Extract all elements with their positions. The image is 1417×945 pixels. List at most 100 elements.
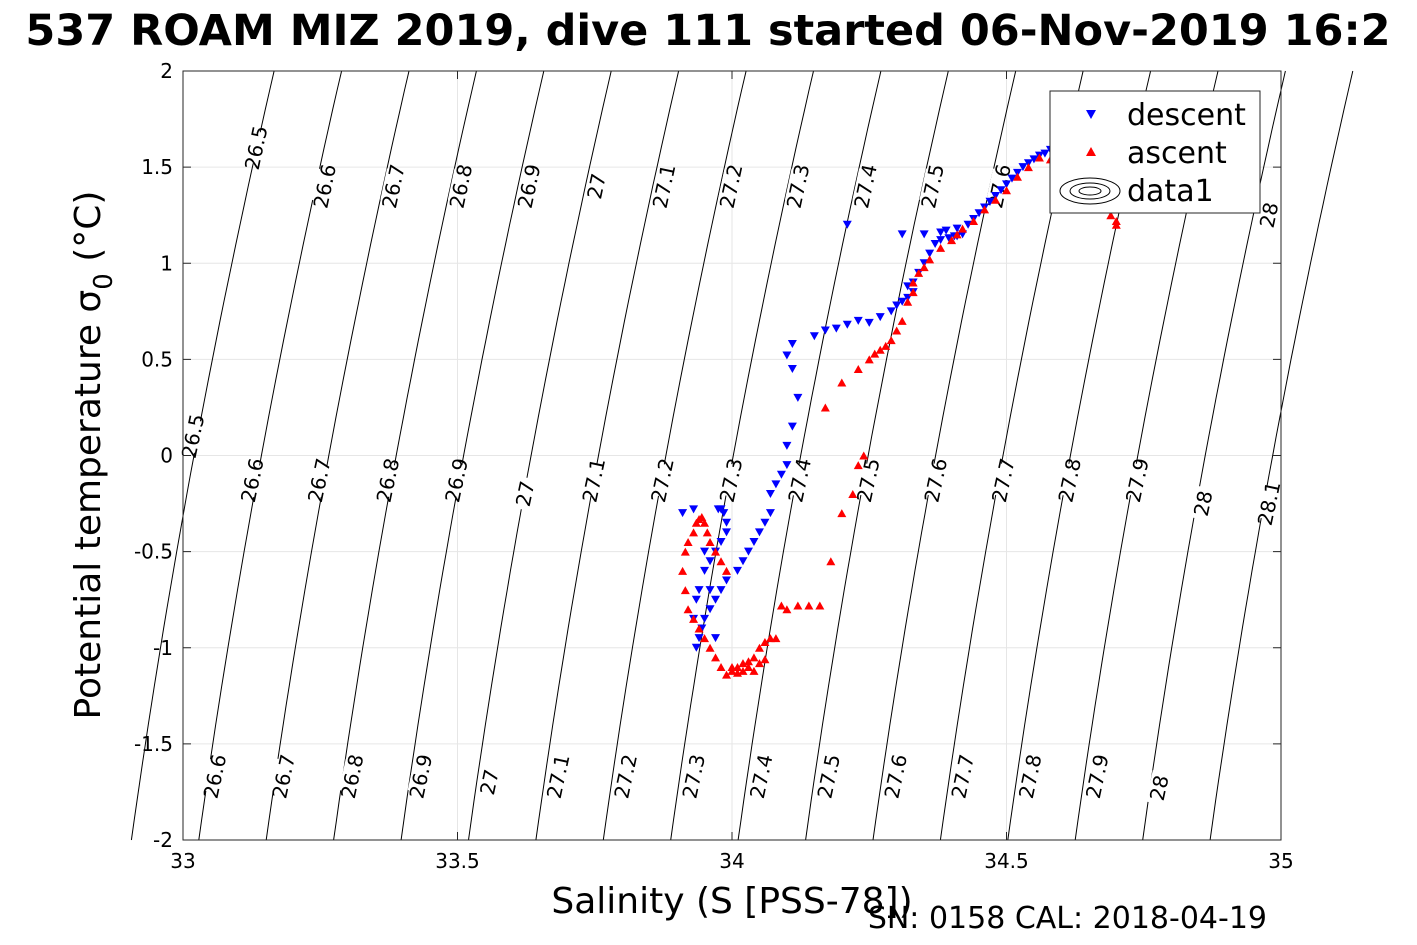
ascent-point (952, 230, 962, 239)
contour-label: 27.1 (577, 456, 610, 505)
contour-label-bg (476, 764, 503, 800)
descent-point (689, 505, 699, 514)
contour-label-bg (1017, 758, 1044, 795)
isopycnal-line (1209, 70, 1354, 841)
contour-label-bg (374, 462, 402, 499)
ascent-point (760, 655, 770, 664)
ascent-point (864, 355, 874, 364)
contour-label-bg (1084, 758, 1111, 795)
ascent-point (743, 657, 753, 666)
legend-box (1049, 90, 1261, 214)
contour-label-bg (649, 462, 676, 499)
contour-label-bg (580, 462, 607, 499)
descent-point (842, 220, 852, 229)
legend-contour-icon (1059, 177, 1121, 205)
ascent-point (936, 243, 946, 252)
ascent-point (1002, 186, 1011, 195)
ascent-point (678, 566, 688, 575)
x-tick-label: 33.5 (435, 849, 480, 873)
descent-point (1018, 163, 1028, 172)
contour-label-bg (919, 168, 946, 204)
descent-point (936, 228, 946, 237)
contour-label-bg (1255, 197, 1283, 233)
contour-label: 28 (1189, 485, 1218, 522)
x-tick-label: 35 (1268, 849, 1293, 873)
descent-point (754, 528, 764, 537)
ascent-point (711, 653, 721, 662)
contour-label: 27 (475, 764, 504, 800)
y-axis-label: Potential temperature σ0 (°C) (68, 191, 119, 720)
ascent-point (853, 364, 863, 373)
descent-point (716, 538, 726, 547)
legend-descent-label: descent (1127, 98, 1246, 133)
contour-label-bg (650, 168, 678, 204)
descent-point (776, 470, 786, 479)
ascent-point (875, 345, 885, 354)
descent-point (743, 547, 753, 556)
isopycnal-line (400, 70, 545, 841)
contour-label-bg (179, 418, 207, 454)
descent-point (694, 634, 704, 643)
contour-label-bg (1124, 462, 1151, 499)
y-axis-label-unit: (°C) (68, 191, 109, 274)
ascent-point (903, 297, 913, 306)
contour-label-bg (990, 462, 1017, 499)
descent-point (853, 316, 863, 325)
contour-label-bg (512, 475, 539, 512)
contour-label-bg (1056, 462, 1083, 499)
ascent-point (1012, 172, 1022, 181)
contour-label-bg (717, 168, 745, 204)
contour-label: 27.2 (609, 752, 642, 801)
descent-point (700, 547, 710, 556)
descent-point (749, 538, 759, 547)
ascent-point (694, 624, 704, 633)
descent-point (925, 249, 935, 258)
descent-point (691, 595, 701, 604)
ascent-point (1106, 211, 1116, 220)
legend-ascent-label: ascent (1127, 136, 1227, 171)
contour-label-bg (306, 462, 333, 499)
ascent-point (683, 605, 693, 614)
descent-point (678, 509, 688, 518)
descent-point (1002, 180, 1011, 189)
contour-label: 26.8 (336, 752, 369, 801)
series-layer (678, 140, 1121, 679)
descent-point (930, 240, 940, 249)
descent-point (782, 351, 792, 360)
descent-point (787, 339, 797, 348)
ascent-point (1111, 216, 1121, 225)
ascent-point (837, 378, 847, 387)
x-axis-label: Salinity (S [PSS-78]) (551, 881, 912, 922)
descent-point (897, 230, 907, 239)
ascent-point (705, 643, 715, 652)
ascent-point (754, 659, 764, 668)
isopycnal-line (333, 70, 477, 841)
descent-point (831, 324, 841, 333)
descent-point (705, 557, 715, 566)
ascent-point (826, 557, 836, 566)
contour-label-bg (717, 462, 745, 499)
contour-label-bg (748, 758, 775, 795)
x-tick-label: 34.5 (984, 849, 1029, 873)
descent-point (713, 505, 723, 514)
contour-label-bg (855, 462, 882, 499)
ascent-point (782, 605, 792, 614)
ascent-point (765, 634, 775, 643)
ascent-point (727, 662, 737, 671)
descent-point (711, 595, 721, 604)
ascent-point (705, 538, 715, 547)
contour-label-text: 28 (1189, 488, 1218, 518)
ascent-point (702, 528, 712, 537)
contour-label-bg (270, 758, 297, 795)
descent-point (864, 318, 874, 327)
contour-label: 28 (1145, 770, 1174, 806)
descent-point (1007, 174, 1017, 183)
isopycnal-line (130, 70, 275, 841)
descent-point (722, 528, 732, 537)
y-tick-label: -2 (153, 828, 173, 852)
contour-label: 26.6 (199, 752, 232, 801)
ascent-point (743, 662, 753, 671)
isopycnal-line (670, 70, 814, 841)
contour-label-text: 27 (582, 171, 611, 201)
descent-point (722, 576, 732, 585)
